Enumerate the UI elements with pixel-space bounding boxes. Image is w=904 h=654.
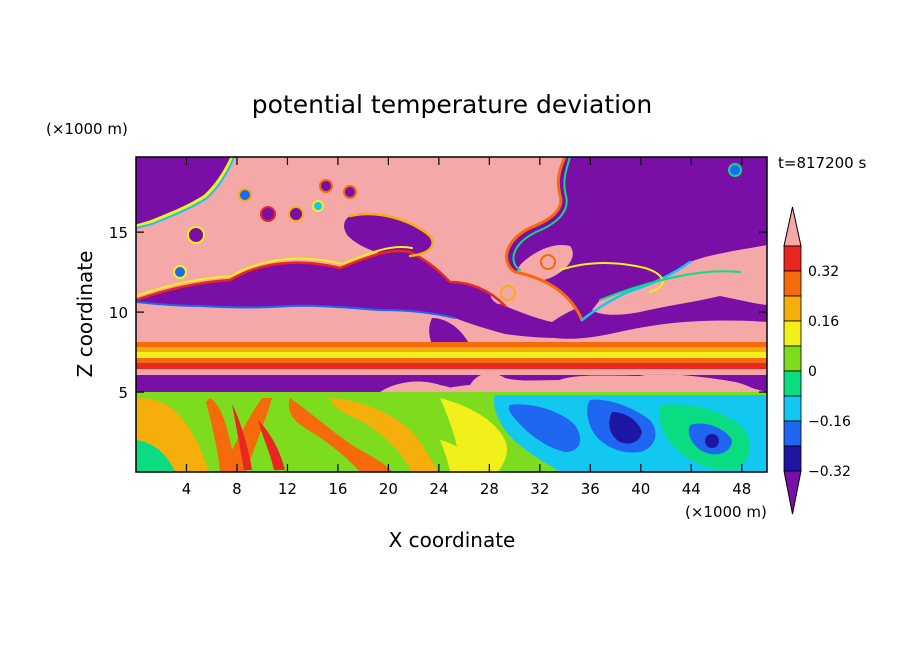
- contour-lower-warm-v4: [288, 398, 392, 472]
- x-unit-label: (×1000 m): [685, 503, 767, 521]
- y-axis-label: Z coordinate: [73, 251, 97, 378]
- contour-upper-left-purple: [136, 157, 232, 226]
- colorbar-extend-bottom: [783, 470, 802, 515]
- colorbar-label: −0.32: [808, 464, 851, 480]
- contour-rim-right-lobe: [599, 270, 741, 301]
- colorbar-label: −0.16: [808, 414, 851, 430]
- eddy: [343, 185, 357, 199]
- contour-lower-blue-1: [508, 404, 581, 452]
- contour-band: [136, 342, 767, 347]
- contour-pink-mid-band: [150, 313, 425, 345]
- contour-rim-right-streak: [559, 262, 664, 293]
- x-tick-label: 24: [429, 480, 448, 498]
- x-tick-label: 12: [278, 480, 297, 498]
- eddy: [500, 285, 516, 301]
- contour-lower-warm-v3: [232, 404, 252, 470]
- x-axis: 4 8 12 16 20 24 28 32 36 40 44 48: [182, 157, 751, 498]
- eddy: [540, 254, 556, 270]
- y-tick-label: 15: [109, 224, 128, 242]
- contour-eddies: [173, 163, 742, 301]
- colorbar-segment: [783, 245, 802, 272]
- contour-lower-darkblue-2: [705, 434, 719, 448]
- contour-rim-mid-band-top-yellow: [136, 246, 413, 297]
- plot-frame: [135, 156, 768, 473]
- contour-field: [136, 157, 767, 472]
- colorbar-label: 0.32: [808, 264, 839, 280]
- contour-lower-yellow: [440, 398, 508, 472]
- contour-pink-lobe-right: [592, 271, 744, 315]
- contour-rims: [136, 157, 741, 322]
- contour-rim-mid-band-bottom: [136, 301, 456, 319]
- y-tick-label: 5: [118, 384, 128, 402]
- contour-lower-pink-hump: [470, 373, 760, 392]
- colorbar-segment: [783, 445, 802, 472]
- contour-lower-warm-v2: [206, 398, 272, 472]
- colorbar-segment: [783, 395, 802, 422]
- x-tick-label: 16: [328, 480, 347, 498]
- eddy: [260, 206, 276, 222]
- colorbar-segment: [783, 345, 802, 372]
- x-tick-label: 28: [480, 480, 499, 498]
- x-axis-label: X coordinate: [389, 528, 516, 552]
- contour-rim-upper-right: [505, 157, 584, 322]
- y-tick-label: 10: [109, 304, 128, 322]
- colorbar-segment: [783, 295, 802, 322]
- colorbar-label: 0: [808, 364, 817, 380]
- contour-rim-upper-left: [136, 157, 234, 228]
- contour-band: [136, 358, 767, 363]
- colorbar-segment: [783, 420, 802, 447]
- eddy: [173, 265, 187, 279]
- contour-rim-upper-left-inner: [136, 157, 235, 229]
- contour-band: [136, 369, 767, 375]
- x-tick-label: 48: [732, 480, 751, 498]
- x-tick-label: 40: [631, 480, 650, 498]
- colorbar-extend-top: [783, 206, 802, 247]
- eddy: [238, 188, 252, 202]
- eddy: [319, 179, 333, 193]
- contour-band: [136, 352, 767, 358]
- x-tick-label: 36: [581, 480, 600, 498]
- x-tick-label: 20: [379, 480, 398, 498]
- contour-lower-warm-v5: [330, 398, 438, 472]
- colorbar-segment: [783, 370, 802, 397]
- x-tick-label: 44: [682, 480, 701, 498]
- eddy: [288, 206, 304, 222]
- colorbar-segment: [783, 270, 802, 297]
- eddy: [728, 163, 742, 177]
- contour-lower-green-band: [136, 440, 175, 472]
- colorbar: 0.32 0.16 0 −0.16 −0.32: [783, 206, 851, 515]
- contour-band: [136, 363, 767, 369]
- contour-lower-warm-v6: [258, 420, 285, 470]
- plot-area: [136, 157, 767, 472]
- contour-lower-darkblue: [609, 412, 642, 444]
- contour-lower-purple-band: [136, 374, 767, 392]
- x-tick-label: 8: [232, 480, 242, 498]
- contour-rim-upper-middle: [348, 212, 434, 258]
- contour-rim-mid-band-top: [136, 249, 507, 308]
- eddy: [187, 226, 205, 244]
- contour-lower-pink-hump-left: [380, 381, 465, 392]
- contour-mid-purple-band: [136, 250, 767, 339]
- chart-title: potential temperature deviation: [252, 90, 652, 119]
- x-tick-label: 4: [182, 480, 192, 498]
- contour-rim-upper-right-band: [580, 260, 692, 322]
- x-tick-label: 32: [530, 480, 549, 498]
- y-unit-label: (×1000 m): [46, 120, 128, 138]
- colorbar-label: 0.16: [808, 314, 839, 330]
- time-label: t=817200 s: [778, 154, 866, 172]
- y-axis: 5 10 15: [109, 224, 767, 402]
- eddy: [312, 200, 324, 212]
- contour-rim-upper-right-cool: [512, 157, 571, 271]
- contour-lower-yellow-2: [440, 440, 480, 472]
- colorbar-segment: [783, 320, 802, 347]
- contour-band: [136, 347, 767, 352]
